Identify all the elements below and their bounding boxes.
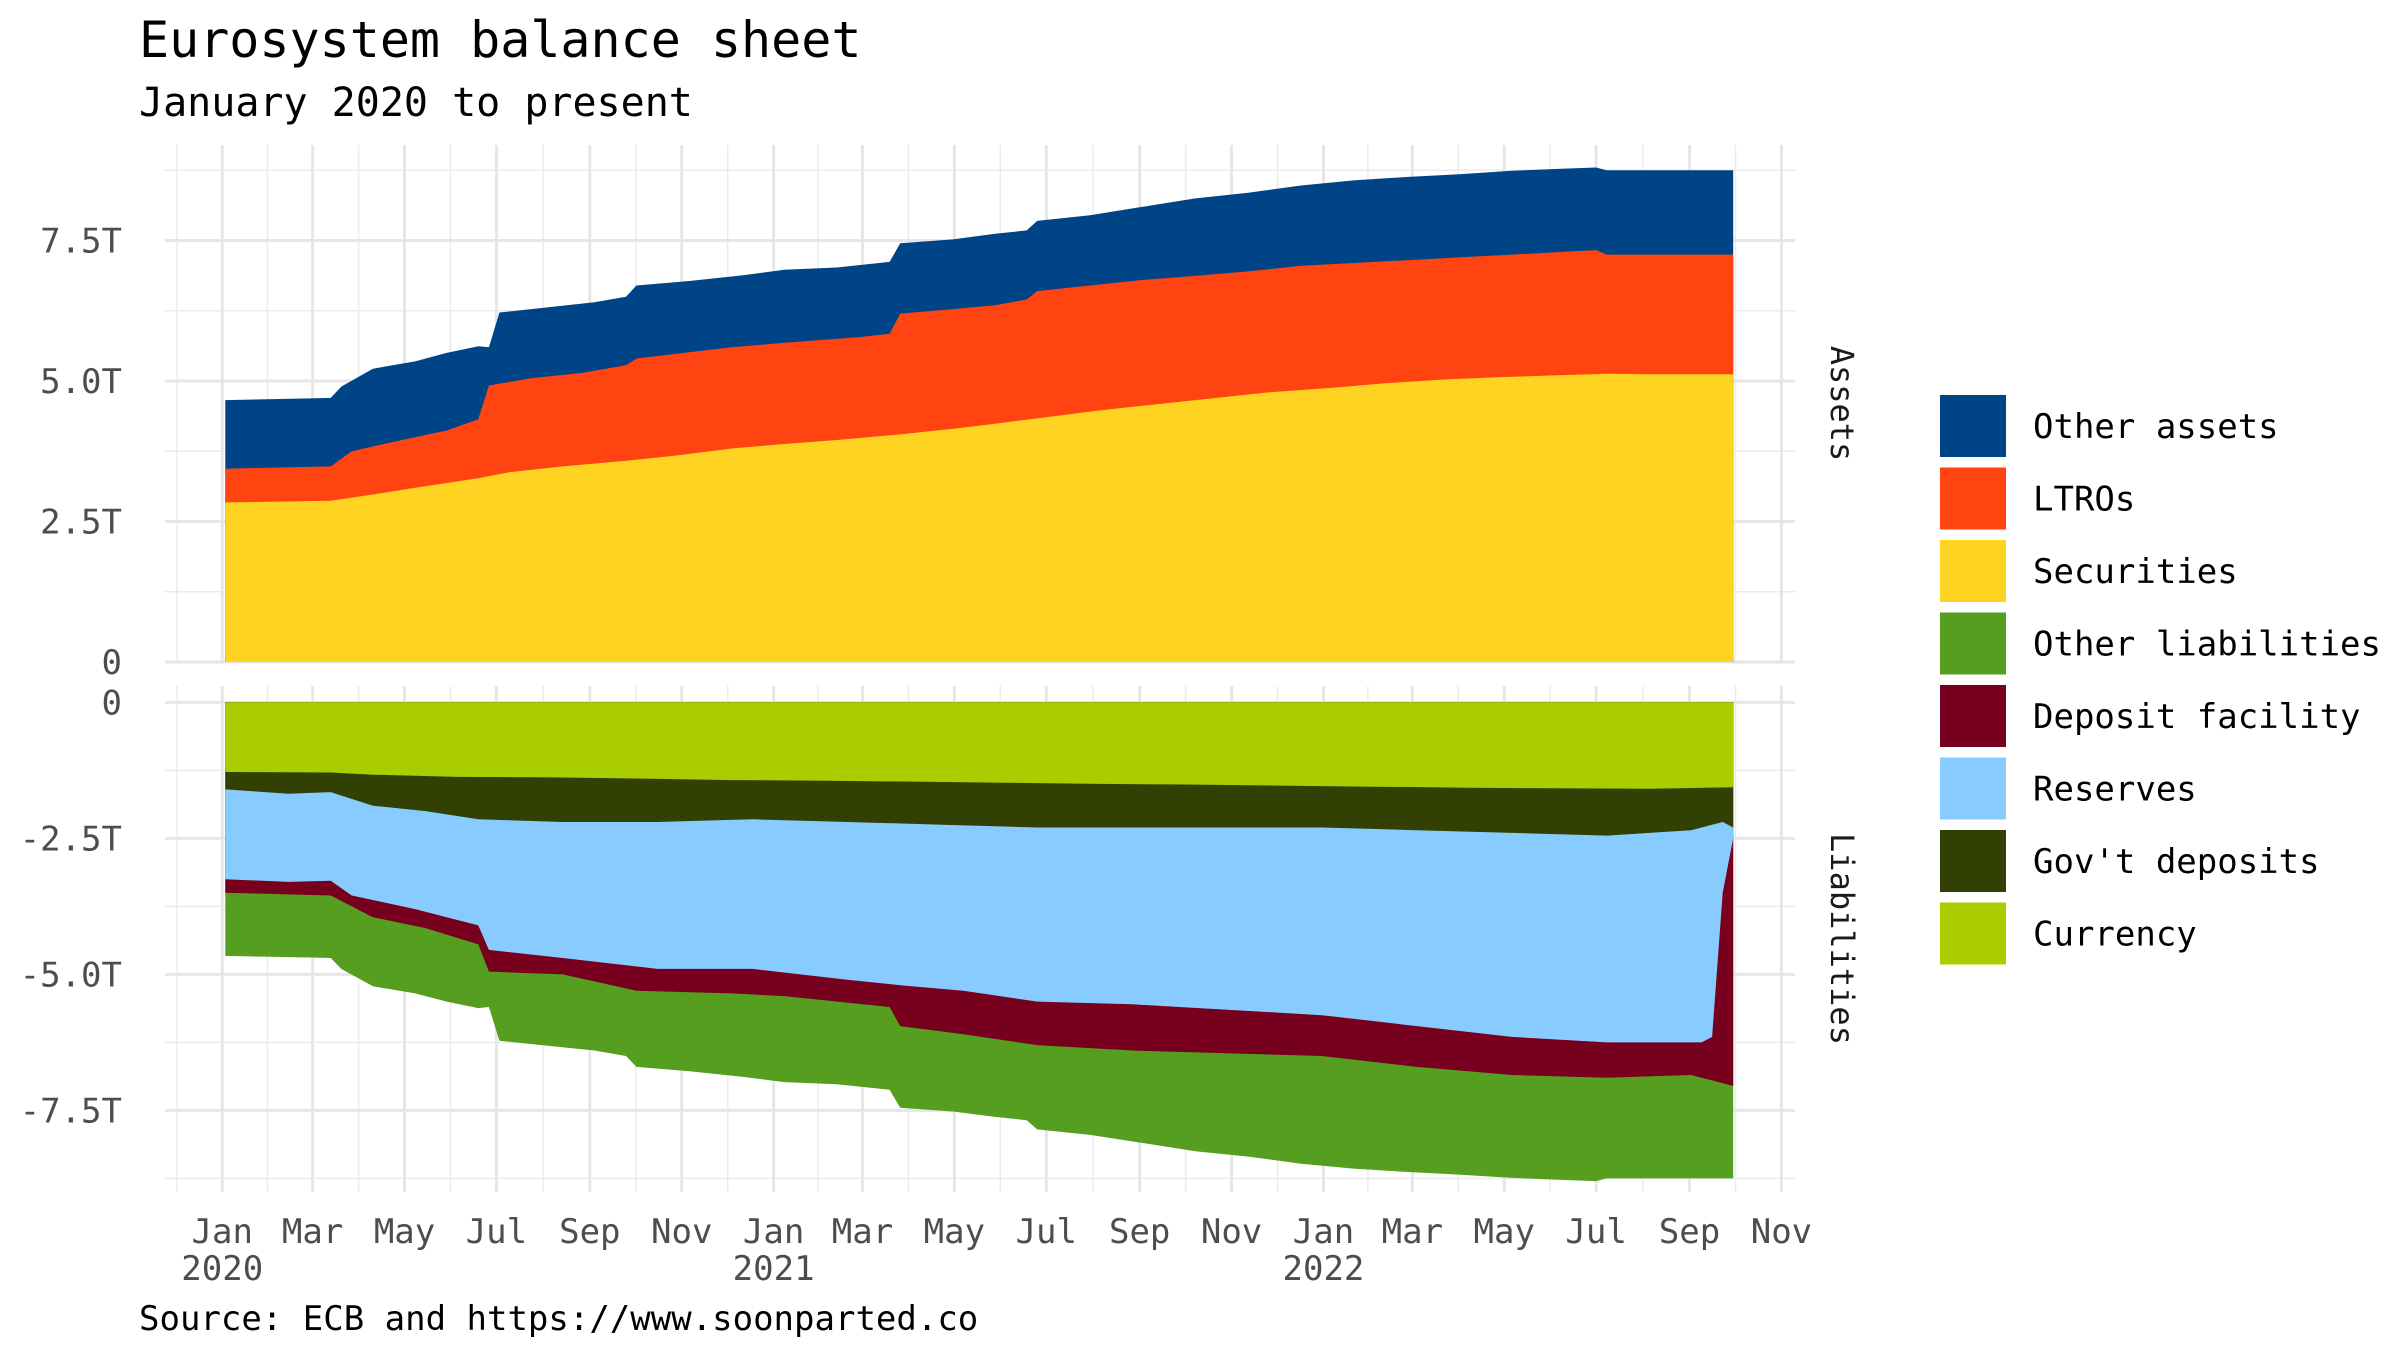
x-tick-label: Mar	[832, 1212, 893, 1252]
legend-key	[1940, 830, 2006, 892]
legend-label: Other liabilities	[2033, 625, 2381, 665]
y-tick-label: 0	[102, 683, 122, 723]
legend-label: Reserves	[2033, 770, 2197, 810]
y-tick-label: 2.5T	[40, 503, 122, 543]
legend-key	[1940, 540, 2006, 602]
panel-liabilities: 0 -2.5T -5.0T -7.5T Liabilities	[20, 683, 1861, 1192]
area-currency	[225, 702, 1734, 789]
legend-label: LTROs	[2033, 480, 2135, 520]
x-tick-year-label: 2021	[733, 1249, 815, 1289]
x-tick-label: Jul	[466, 1212, 527, 1252]
panel-assets: 0 2.5T 5.0T 7.5T Assets	[40, 145, 1861, 683]
y-tick-label: 7.5T	[40, 222, 122, 262]
y-tick-label: -2.5T	[20, 819, 122, 859]
x-tick-label: Jul	[1016, 1212, 1077, 1252]
legend-label: Currency	[2033, 915, 2197, 955]
legend: Other assets LTROs Securities Other liabili…	[1940, 395, 2381, 965]
chart-caption: Source: ECB and https://www.soonparted.c…	[139, 1299, 979, 1339]
x-tick-label: Jan	[743, 1212, 804, 1252]
strip-label-liabilities: Liabilities	[1823, 833, 1861, 1045]
legend-key	[1940, 902, 2006, 965]
legend-key	[1940, 685, 2006, 747]
y-tick-label: 5.0T	[40, 362, 122, 402]
legend-key	[1940, 467, 2006, 530]
chart-subtitle: January 2020 to present	[139, 80, 693, 126]
x-tick-label: Sep	[1109, 1212, 1170, 1252]
x-tick-label: Mar	[282, 1212, 343, 1252]
x-tick-label: Jan	[1293, 1212, 1354, 1252]
x-tick-label: May	[374, 1212, 435, 1252]
x-tick-label: Nov	[1201, 1212, 1262, 1252]
x-tick-label: Nov	[1751, 1212, 1812, 1252]
legend-key	[1940, 757, 2006, 820]
legend-key	[1940, 395, 2006, 457]
x-tick-year-label: 2022	[1283, 1249, 1365, 1289]
legend-label: Gov't deposits	[2033, 842, 2320, 882]
x-tick-label: Nov	[651, 1212, 712, 1252]
y-tick-label: -5.0T	[20, 955, 122, 995]
x-tick-label: Sep	[559, 1212, 620, 1252]
x-tick-label: Mar	[1382, 1212, 1443, 1252]
x-tick-label: May	[1474, 1212, 1535, 1252]
y-tick-label: 0	[102, 643, 122, 683]
legend-key	[1940, 612, 2006, 675]
y-tick-label: -7.5T	[20, 1091, 122, 1131]
strip-label-assets: Assets	[1823, 346, 1861, 462]
x-tick-label: May	[924, 1212, 985, 1252]
chart-title: Eurosystem balance sheet	[139, 11, 862, 69]
x-tick-label: Jan	[192, 1212, 253, 1252]
legend-label: Securities	[2033, 552, 2238, 592]
x-tick-label: Jul	[1565, 1212, 1626, 1252]
x-tick-year-label: 2020	[181, 1249, 263, 1289]
legend-label: Other assets	[2033, 407, 2279, 447]
x-tick-label: Sep	[1659, 1212, 1720, 1252]
area-securities	[225, 373, 1734, 662]
legend-label: Deposit facility	[2033, 697, 2361, 737]
